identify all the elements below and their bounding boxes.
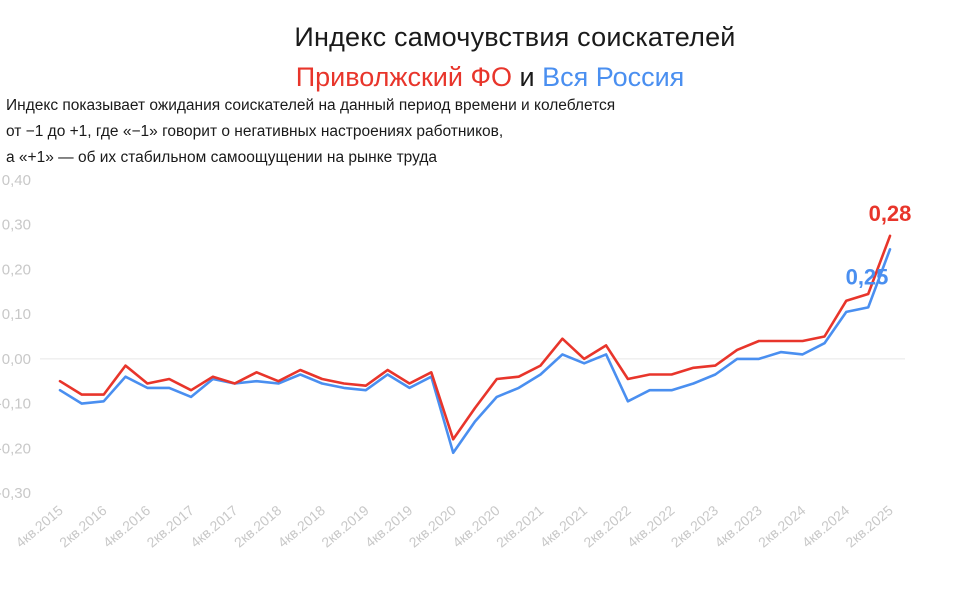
series-line-russia [58, 248, 892, 455]
y-tick-label: 0,20 [2, 261, 31, 278]
chart-title: Индекс самочувствия соискателей [294, 22, 736, 52]
chart-description: Индекс показывает ожидания соискателей н… [6, 93, 906, 171]
description-line-1: Индекс показывает ожидания соискателей н… [6, 97, 616, 114]
x-tick-label: 2кв.2021 [493, 502, 547, 551]
x-tick-label: 4кв.2017 [187, 502, 241, 551]
x-tick-label: 2кв.2024 [755, 502, 809, 551]
x-tick-label: 4кв.2022 [624, 502, 678, 551]
series-layer: 0,28 0,25 [58, 201, 912, 455]
y-tick-label: 0,40 [2, 172, 31, 189]
y-tick-label: -0,30 [0, 485, 31, 502]
x-tick-label: 4кв.2021 [537, 502, 591, 551]
x-tick-label: 4кв.2015 [12, 502, 66, 551]
description-line-2: от −1 до +1, где «−1» говорит о негативн… [6, 123, 504, 140]
x-axis: 4кв.20152кв.20164кв.20162кв.20174кв.2017… [12, 502, 896, 551]
x-tick-label: 2кв.2019 [318, 502, 372, 551]
legend-conjunction: и [519, 62, 535, 92]
x-tick-label: 2кв.2016 [56, 502, 110, 551]
x-tick-label: 4кв.2024 [799, 502, 853, 551]
y-axis: 0,40 0,30 0,20 0,10 0,00 -0,10 -0,20 -0,30 [0, 172, 905, 502]
description-line-3: а «+1» — об их стабильном самоощущении н… [6, 149, 438, 166]
y-tick-label: -0,20 [0, 440, 31, 457]
x-tick-label: 4кв.2018 [275, 502, 329, 551]
y-tick-label: -0,10 [0, 396, 31, 413]
x-tick-label: 2кв.2017 [143, 502, 197, 551]
y-tick-label: 0,30 [2, 217, 31, 234]
y-tick-label: 0,10 [2, 306, 31, 323]
chart-subtitle: Приволжский ФО и Вся Россия [0, 62, 960, 93]
legend-russia: Вся Россия [542, 62, 685, 92]
x-tick-label: 2кв.2018 [231, 502, 285, 551]
y-tick-label: 0,00 [2, 351, 31, 368]
x-tick-label: 2кв.2020 [406, 502, 460, 551]
x-tick-label: 4кв.2019 [362, 502, 416, 551]
x-tick-label: 2кв.2025 [842, 502, 896, 551]
end-label-russia: 0,25 [846, 264, 889, 289]
x-tick-label: 4кв.2023 [711, 502, 765, 551]
legend-volga: Приволжский ФО [295, 62, 512, 92]
end-label-volga: 0,28 [869, 201, 912, 226]
x-tick-label: 4кв.2020 [449, 502, 503, 551]
x-tick-label: 2кв.2022 [580, 502, 634, 551]
x-tick-label: 2кв.2023 [668, 502, 722, 551]
series-line-volga [58, 234, 892, 441]
x-tick-label: 4кв.2016 [100, 502, 154, 551]
